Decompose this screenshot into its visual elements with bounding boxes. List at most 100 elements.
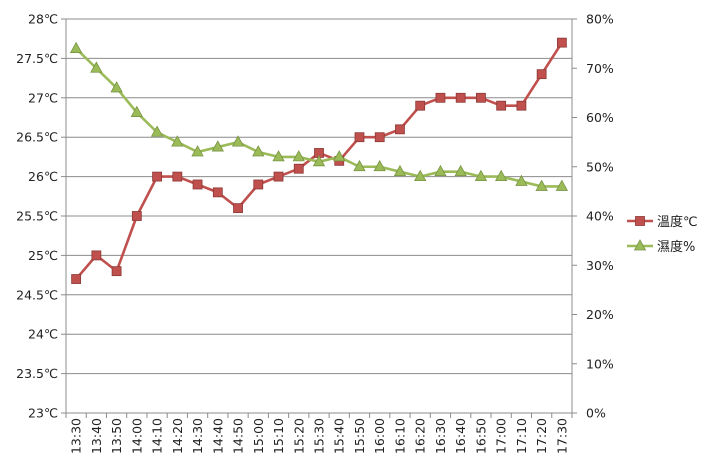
data-point-marker bbox=[516, 100, 527, 111]
legend-label: 濕度% bbox=[657, 239, 695, 255]
data-point-marker bbox=[130, 105, 144, 117]
y-right-tick-label: 40% bbox=[586, 209, 614, 224]
data-point-marker bbox=[395, 124, 405, 135]
x-tick-label: 14:10 bbox=[150, 418, 165, 454]
y-right-tick-label: 80% bbox=[586, 12, 614, 27]
y-right-tick-label: 20% bbox=[586, 307, 614, 322]
data-point-marker bbox=[455, 92, 466, 103]
x-tick-label: 13:50 bbox=[109, 418, 124, 454]
x-tick-label: 15:10 bbox=[271, 418, 286, 454]
x-tick-label: 14:20 bbox=[170, 418, 185, 454]
data-point-marker bbox=[111, 266, 122, 277]
y-left-tick-label: 23.5℃ bbox=[16, 366, 58, 381]
data-point-marker bbox=[373, 159, 386, 172]
x-tick-label: 16:00 bbox=[372, 418, 387, 454]
data-point-marker bbox=[555, 179, 569, 191]
data-point-marker bbox=[231, 135, 245, 147]
data-point-marker bbox=[172, 171, 183, 182]
data-point-marker bbox=[476, 92, 486, 103]
y-left-tick-label: 24℃ bbox=[28, 327, 58, 342]
x-tick-label: 15:40 bbox=[332, 418, 347, 454]
data-point-marker bbox=[233, 203, 243, 214]
data-point-marker bbox=[474, 169, 488, 182]
x-tick-label: 14:50 bbox=[231, 418, 246, 454]
x-tick-label: 16:30 bbox=[433, 418, 448, 454]
x-tick-label: 16:20 bbox=[413, 418, 428, 454]
y-right-tick-label: 60% bbox=[586, 110, 614, 125]
data-point-marker bbox=[415, 100, 426, 111]
y-left-tick-label: 28℃ bbox=[28, 12, 58, 27]
x-tick-label: 17:10 bbox=[514, 418, 529, 454]
data-point-marker bbox=[91, 250, 102, 261]
x-tick-label: 17:00 bbox=[494, 418, 509, 454]
data-point-marker bbox=[393, 164, 407, 177]
axes: 23℃ 23.5℃ 24℃ 24.5℃ 25℃ 25.5℃ 26℃ 26.5℃ 27℃ 27.5℃… bbox=[16, 12, 614, 455]
data-point-marker bbox=[556, 37, 567, 48]
data-point-marker bbox=[192, 179, 203, 190]
y-right-tick-label: 10% bbox=[586, 356, 614, 371]
data-point-marker bbox=[110, 81, 123, 93]
y-right-tick-label: 50% bbox=[586, 159, 614, 174]
data-point-marker bbox=[90, 61, 103, 73]
data-point-marker bbox=[374, 132, 385, 143]
series bbox=[69, 37, 569, 284]
data-point-marker bbox=[171, 135, 184, 147]
x-tick-label: 14:00 bbox=[129, 418, 144, 454]
y-right-tick-label: 0% bbox=[586, 406, 606, 421]
data-point-marker bbox=[536, 69, 547, 80]
y-right-tick-label: 30% bbox=[586, 258, 614, 273]
x-tick-label: 17:30 bbox=[554, 418, 569, 454]
data-point-marker bbox=[252, 145, 265, 157]
data-point-marker bbox=[515, 174, 528, 186]
gridlines bbox=[66, 18, 572, 375]
data-point-marker bbox=[333, 150, 346, 162]
y-left-tick-label: 23℃ bbox=[28, 406, 58, 421]
legend-marker bbox=[635, 216, 645, 226]
x-tick-label: 15:20 bbox=[291, 418, 306, 454]
data-point-marker bbox=[354, 132, 365, 143]
data-point-marker bbox=[272, 150, 285, 162]
y-left-tick-label: 26.5℃ bbox=[16, 130, 58, 145]
data-point-marker bbox=[414, 169, 427, 182]
x-tick-label: 14:40 bbox=[210, 418, 225, 454]
y-right-tick-label: 70% bbox=[586, 61, 614, 76]
data-point-marker bbox=[293, 163, 304, 174]
x-tick-label: 14:30 bbox=[190, 418, 205, 454]
data-point-marker bbox=[496, 100, 507, 111]
x-tick-label: 16:50 bbox=[473, 418, 488, 454]
data-point-marker bbox=[211, 140, 224, 152]
x-tick-label: 16:40 bbox=[453, 418, 468, 454]
data-point-marker bbox=[312, 154, 326, 167]
legend-marker bbox=[633, 239, 647, 251]
y-left-tick-label: 27℃ bbox=[28, 90, 58, 105]
data-point-marker bbox=[191, 145, 204, 157]
legend: 溫度℃ 濕度% bbox=[627, 214, 698, 255]
data-point-marker bbox=[150, 125, 164, 137]
x-tick-label: 15:50 bbox=[352, 418, 367, 454]
data-point-marker bbox=[292, 150, 305, 162]
data-point-marker bbox=[535, 179, 548, 191]
data-point-marker bbox=[435, 92, 446, 103]
y-left-tick-label: 24.5℃ bbox=[16, 287, 58, 302]
x-tick-label: 17:20 bbox=[534, 418, 549, 454]
data-point-marker bbox=[71, 274, 82, 284]
data-point-marker bbox=[494, 169, 508, 182]
data-point-marker bbox=[273, 171, 284, 182]
x-tick-label: 15:30 bbox=[312, 418, 327, 454]
x-tick-label: 13:40 bbox=[89, 418, 104, 454]
data-point-marker bbox=[69, 41, 83, 53]
y-left-tick-label: 27.5℃ bbox=[16, 51, 58, 66]
x-tick-label: 16:10 bbox=[392, 418, 407, 454]
data-point-marker bbox=[212, 187, 223, 198]
data-point-marker bbox=[454, 164, 467, 177]
y-left-tick-label: 25℃ bbox=[28, 248, 58, 263]
x-tick-label: 15:00 bbox=[251, 418, 266, 454]
legend-label: 溫度℃ bbox=[657, 214, 698, 230]
y-left-tick-label: 25.5℃ bbox=[16, 209, 58, 224]
x-tick-label: 13:30 bbox=[69, 418, 84, 454]
data-point-marker bbox=[152, 171, 162, 182]
data-point-marker bbox=[353, 159, 366, 172]
data-point-marker bbox=[253, 179, 264, 190]
